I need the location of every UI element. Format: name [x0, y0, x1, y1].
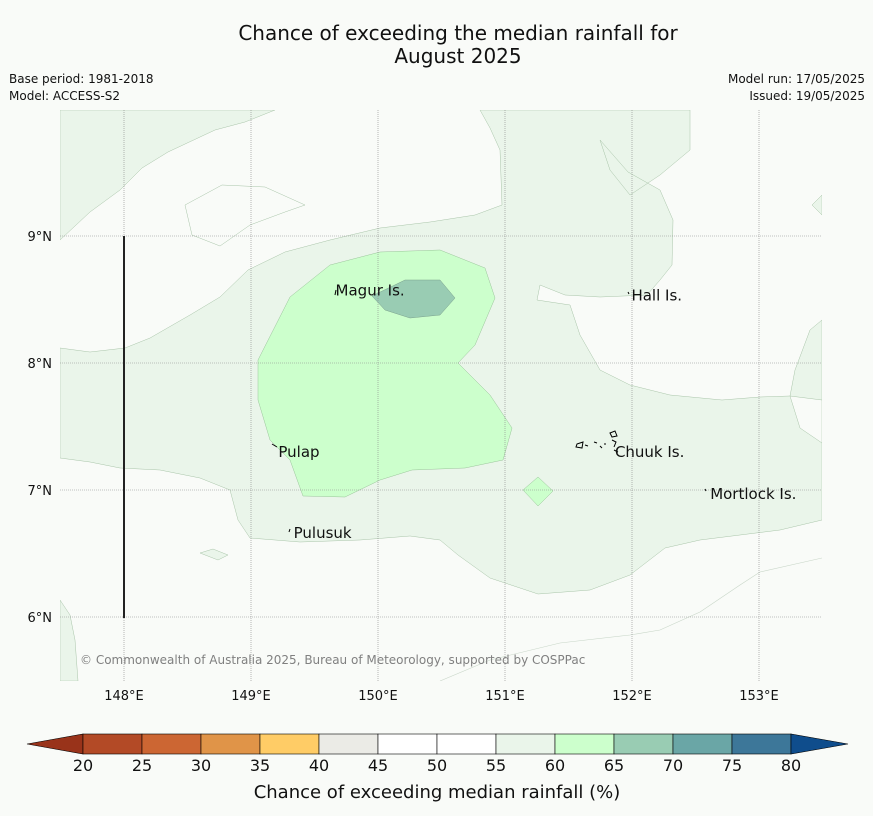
- place-label: Pulusuk: [294, 524, 352, 542]
- colorbar-under-arrow: [26, 733, 84, 755]
- lon-tick-label: 152°E: [612, 689, 652, 704]
- colorbar-tick-label: 60: [545, 756, 565, 775]
- island-marks: [271, 289, 707, 533]
- model-run: Model run: 17/05/2025: [727, 72, 865, 86]
- colorbar-segment: [613, 733, 674, 755]
- place-labels: Magur Is. Hall Is. Pulap Chuuk Is. Mortlock …: [278, 282, 796, 543]
- lon-tick-label: 149°E: [231, 689, 271, 704]
- colorbar-segment: [259, 733, 320, 755]
- contour-65-70: [371, 279, 456, 319]
- base-period: Base period: 1981-2018: [9, 72, 154, 86]
- colorbar-tick-label: 75: [722, 756, 742, 775]
- colorbar-segment: [731, 733, 792, 755]
- place-label: Pulap: [278, 443, 319, 461]
- place-label: Chuuk Is.: [615, 443, 684, 461]
- lat-tick-label: 7°N: [28, 484, 53, 499]
- colorbar-segment: [672, 733, 733, 755]
- colorbar-tick-label: 80: [781, 756, 801, 775]
- contour-60-65: [257, 249, 554, 507]
- title-line-1: Chance of exceeding the median rainfall …: [238, 21, 678, 45]
- colorbar-segment: [436, 733, 497, 755]
- model-name: Model: ACCESS-S2: [9, 89, 121, 103]
- colorbar-tick-label: 45: [368, 756, 388, 775]
- colorbar: Chance of exceeding median rainfall (%) …: [26, 733, 849, 803]
- colorbar-over-arrow: [790, 733, 849, 755]
- colorbar-tick-label: 30: [191, 756, 211, 775]
- title-line-2: August 2025: [394, 44, 522, 68]
- meta-right: Model run: 17/05/2025 Issued: 19/05/2025: [728, 71, 865, 105]
- place-label: Magur Is.: [336, 282, 405, 300]
- axes: 148°E 149°E 150°E 151°E 152°E 153°E 9°N 8°N 7°N 6…: [28, 230, 779, 704]
- map-title: Chance of exceeding the median rainfall …: [0, 22, 873, 68]
- issued-date: Issued: 19/05/2025: [749, 89, 865, 103]
- map-area: [60, 110, 822, 681]
- colorbar-tick-label: 55: [486, 756, 506, 775]
- colorbar-tick-label: 70: [663, 756, 683, 775]
- colorbar-tick-label: 50: [427, 756, 447, 775]
- island-mark: [704, 488, 707, 492]
- contour-line: [439, 557, 822, 681]
- island-mark: [334, 289, 337, 296]
- colorbar-title: Chance of exceeding median rainfall (%): [254, 782, 621, 803]
- lat-tick-label: 8°N: [28, 357, 53, 372]
- colorbar-tick-label: 65: [604, 756, 624, 775]
- colorbar-segment: [82, 733, 143, 755]
- meta-left: Base period: 1981-2018 Model: ACCESS-S2: [9, 71, 154, 105]
- lat-tick-label: 9°N: [28, 230, 53, 245]
- lon-tick-label: 151°E: [485, 689, 525, 704]
- lon-tick-label: 148°E: [104, 689, 144, 704]
- island-mark: [271, 443, 278, 448]
- colorbar-tick-label: 20: [73, 756, 93, 775]
- lon-tick-label: 150°E: [358, 689, 398, 704]
- copyright: © Commonwealth of Australia 2025, Bureau…: [80, 653, 586, 667]
- lat-tick-label: 6°N: [28, 611, 53, 626]
- colorbar-tick-label: 25: [132, 756, 152, 775]
- lon-tick-label: 153°E: [739, 689, 779, 704]
- colorbar-segment: [200, 733, 261, 755]
- island-mark: [627, 291, 630, 295]
- chuuk-islands: [575, 430, 619, 453]
- island-mark: [288, 528, 291, 533]
- colorbar-segment: [495, 733, 556, 755]
- gridlines: [60, 110, 822, 681]
- colorbar-segment: [141, 733, 202, 755]
- contour-hole: [184, 184, 306, 247]
- place-label: Mortlock Is.: [710, 485, 796, 503]
- colorbar-segment: [554, 733, 615, 755]
- colorbar-tick-label: 35: [250, 756, 270, 775]
- colorbar-tick-label: 40: [309, 756, 329, 775]
- place-label: Hall Is.: [631, 287, 682, 305]
- colorbar-segment: [377, 733, 438, 755]
- colorbar-segment: [318, 733, 379, 755]
